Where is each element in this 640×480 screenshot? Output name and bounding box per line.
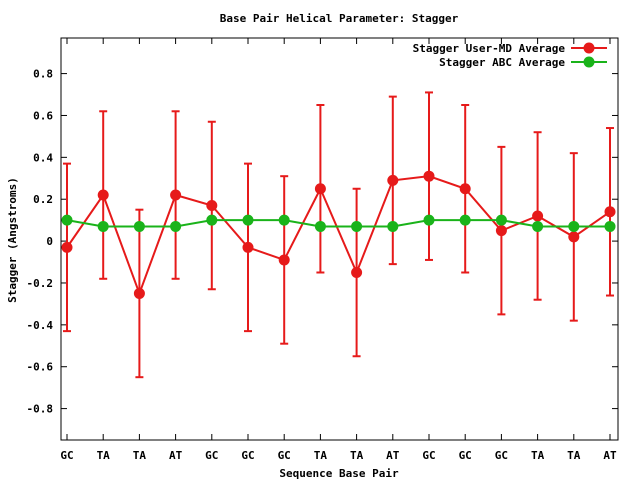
y-axis: -0.8 -0.6 -0.4 -0.2 0 0.2 0.4 0.6 0.8 bbox=[27, 68, 618, 416]
x-tick-label: GC bbox=[495, 449, 508, 462]
series-user-md bbox=[61, 91, 616, 379]
data-point bbox=[423, 170, 435, 182]
data-point bbox=[97, 220, 109, 232]
data-point bbox=[532, 210, 544, 222]
x-tick-label: TA bbox=[133, 449, 147, 462]
x-tick-label: GC bbox=[422, 449, 435, 462]
y-tick-label: -0.6 bbox=[27, 361, 54, 374]
x-tick-label: TA bbox=[97, 449, 111, 462]
data-point bbox=[568, 220, 580, 232]
data-point bbox=[351, 267, 363, 278]
data-point bbox=[459, 183, 471, 195]
legend-label: Stagger ABC Average bbox=[439, 56, 565, 69]
x-tick-label: AT bbox=[169, 449, 183, 462]
y-tick-label: -0.4 bbox=[27, 319, 54, 332]
x-tick-label: TA bbox=[350, 449, 364, 462]
y-tick-label: -0.2 bbox=[27, 277, 54, 290]
data-point bbox=[170, 189, 182, 201]
x-tick-label: TA bbox=[567, 449, 581, 462]
data-point bbox=[423, 214, 435, 226]
series-line bbox=[66, 219, 610, 228]
x-tick-label: AT bbox=[603, 449, 617, 462]
legend-label: Stagger User-MD Average bbox=[413, 42, 566, 55]
plot-area-frame bbox=[60, 37, 619, 441]
x-tick-label: TA bbox=[314, 449, 328, 462]
data-point bbox=[387, 174, 399, 186]
data-point bbox=[314, 220, 326, 232]
data-point bbox=[387, 220, 399, 232]
x-tick-label: GC bbox=[241, 449, 254, 462]
series-line bbox=[66, 175, 611, 297]
series-layer bbox=[61, 91, 616, 379]
data-point bbox=[206, 200, 218, 211]
data-point bbox=[351, 220, 363, 232]
series-abc bbox=[61, 214, 616, 232]
data-point bbox=[97, 189, 109, 201]
y-tick-label: 0.8 bbox=[33, 68, 53, 81]
data-point bbox=[568, 231, 580, 243]
y-tick-label: 0.6 bbox=[33, 109, 53, 122]
data-point bbox=[495, 214, 507, 226]
chart-title: Base Pair Helical Parameter: Stagger bbox=[220, 12, 459, 25]
data-point bbox=[133, 287, 145, 299]
data-point bbox=[604, 220, 616, 232]
legend-marker bbox=[583, 42, 595, 54]
y-tick-label: 0.4 bbox=[33, 151, 53, 164]
data-point bbox=[242, 241, 254, 253]
y-tick-label: 0 bbox=[46, 235, 53, 248]
data-point bbox=[61, 241, 73, 253]
x-tick-label: GC bbox=[60, 449, 73, 462]
data-point bbox=[133, 220, 145, 232]
x-axis-label: Sequence Base Pair bbox=[279, 467, 399, 480]
data-point bbox=[206, 214, 218, 226]
x-tick-label: GC bbox=[205, 449, 218, 462]
data-point bbox=[242, 214, 254, 226]
data-point bbox=[495, 225, 507, 237]
data-point bbox=[61, 214, 73, 226]
data-point bbox=[604, 206, 616, 218]
data-point bbox=[459, 214, 471, 226]
data-point bbox=[278, 254, 290, 266]
data-point bbox=[314, 183, 326, 195]
y-axis-label: Stagger (Angstroms) bbox=[6, 177, 19, 303]
x-tick-label: GC bbox=[459, 449, 472, 462]
legend-marker bbox=[583, 56, 595, 68]
x-tick-label: TA bbox=[531, 449, 545, 462]
x-tick-label: GC bbox=[278, 449, 291, 462]
y-tick-label: -0.8 bbox=[27, 403, 54, 416]
data-point bbox=[170, 220, 182, 232]
data-point bbox=[278, 214, 290, 226]
data-point bbox=[532, 220, 544, 232]
x-axis: GC TA TA AT GC GC GC TA TA AT GC GC GC TA TA AT bbox=[60, 38, 617, 462]
x-tick-label: AT bbox=[386, 449, 400, 462]
y-tick-label: 0.2 bbox=[33, 193, 53, 206]
